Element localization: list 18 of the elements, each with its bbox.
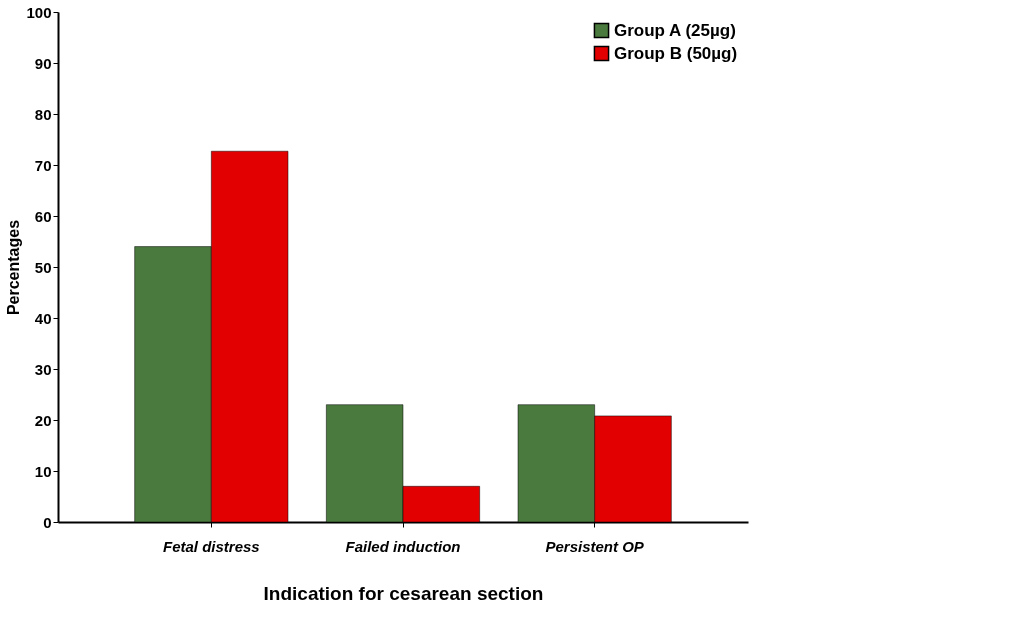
x-tick-label: Failed induction bbox=[345, 537, 461, 555]
y-tick-label: 100 bbox=[26, 3, 52, 21]
x-axis-title: Indication for cesarean section bbox=[263, 582, 544, 604]
y-tick-label: 0 bbox=[43, 513, 52, 531]
y-axis-title: Percentages bbox=[5, 219, 23, 316]
y-tick-label: 60 bbox=[34, 207, 52, 225]
y-tick-label: 30 bbox=[34, 360, 52, 378]
y-tick-label: 70 bbox=[34, 156, 52, 174]
y-tick-label: 10 bbox=[34, 462, 52, 480]
y-tick-label: 90 bbox=[34, 54, 52, 72]
legend-label: Group B (50µg) bbox=[614, 43, 738, 63]
y-tick-label: 80 bbox=[34, 105, 52, 123]
y-tick-label: 40 bbox=[34, 309, 52, 327]
legend-label: Group A (25µg) bbox=[614, 20, 736, 40]
y-tick-label: 50 bbox=[34, 258, 52, 276]
x-tick-label: Fetal distress bbox=[162, 537, 260, 555]
y-tick-label: 20 bbox=[34, 411, 52, 429]
x-tick-label: Persistent OP bbox=[545, 537, 645, 555]
